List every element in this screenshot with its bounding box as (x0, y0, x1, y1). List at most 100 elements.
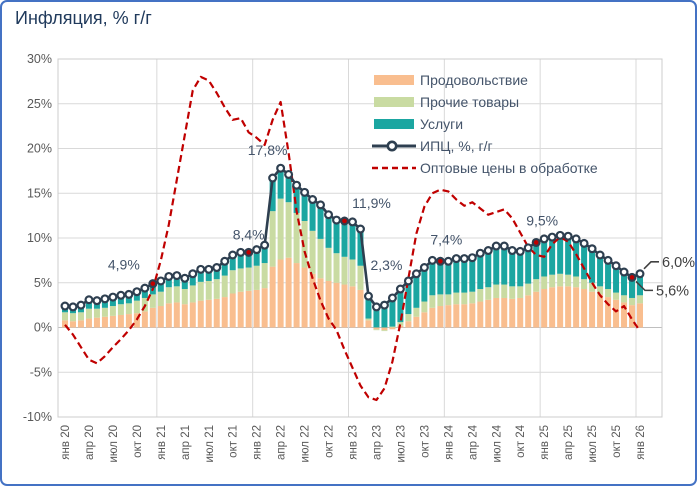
cpi-marker (355, 224, 365, 234)
cpi-marker (387, 293, 397, 303)
cpi-marker (84, 295, 94, 305)
cpi-marker (180, 273, 190, 283)
bar-services-segment (613, 265, 620, 293)
bar-services-segment (477, 253, 484, 290)
bar-food-segment (261, 288, 268, 328)
bar-services-segment (365, 296, 372, 319)
bar-services-segment (189, 273, 196, 286)
cpi-marker (348, 217, 358, 227)
cpi-marker (395, 284, 405, 294)
legend-cpi-marker-icon (386, 140, 398, 152)
x-tick-label: янв 23 (348, 425, 360, 460)
annotation-connector (643, 260, 659, 270)
bar-services-segment (205, 269, 212, 281)
bar-other-goods-segment (173, 286, 180, 303)
bar-other-goods-segment (333, 253, 340, 283)
cpi-marker (587, 244, 597, 254)
bar-other-goods-segment (365, 318, 372, 321)
bar-food-segment (525, 295, 532, 328)
cpi-marker (76, 300, 86, 310)
cpi-marker (164, 271, 174, 281)
cpi-marker (499, 241, 509, 251)
bar-services-segment (333, 220, 340, 254)
legend-label: Прочие товары (420, 94, 519, 110)
bar-food-segment (69, 321, 76, 328)
bar-other-goods-segment (213, 279, 220, 299)
bar-services-segment (381, 301, 388, 328)
cpi-marker (603, 255, 613, 265)
bar-services-segment (629, 277, 636, 298)
bar-other-goods-segment (237, 268, 244, 292)
bar-food-segment (333, 282, 340, 328)
bar-other-goods-segment (629, 297, 636, 306)
x-tick-label: янв 22 (252, 425, 264, 460)
bar-services-segment (573, 238, 580, 277)
bar-food-segment (109, 315, 116, 328)
annotation-label: 4,9% (108, 257, 140, 273)
cpi-marker (595, 250, 605, 260)
bar-services-segment (533, 242, 540, 280)
bar-other-goods-segment (189, 285, 196, 303)
bar-services-segment (565, 236, 572, 275)
bar-other-goods-segment (269, 211, 276, 267)
cpi-marker (220, 256, 230, 266)
bar-services-segment (389, 296, 396, 327)
cpi-marker-december (340, 216, 350, 226)
bar-services-segment (341, 220, 348, 257)
bar-other-goods-segment (205, 280, 212, 300)
x-tick-label: апр 24 (467, 424, 479, 460)
cpi-marker-december (531, 237, 541, 247)
bar-food-segment (357, 289, 364, 328)
x-tick-label: окт 25 (611, 425, 623, 458)
bar-services-segment (469, 257, 476, 292)
bar-services-segment (245, 252, 252, 268)
bar-services-segment (221, 261, 228, 276)
bar-other-goods-segment (397, 322, 404, 326)
cpi-marker-december (627, 272, 637, 282)
bar-other-goods-segment (541, 276, 548, 290)
x-tick-label: янв 26 (635, 425, 647, 460)
bar-other-goods-segment (301, 220, 308, 268)
bar-food-segment (197, 300, 204, 328)
cpi-marker (443, 256, 453, 266)
cpi-marker (427, 255, 437, 265)
x-tick-label: янв 25 (539, 425, 551, 460)
x-tick-label: апр 22 (276, 425, 288, 460)
cpi-marker (68, 302, 78, 312)
bar-food-segment (437, 306, 444, 328)
bar-food-segment (229, 293, 236, 328)
bar-services-segment (357, 229, 364, 266)
bar-food-segment (317, 278, 324, 328)
x-tick-label: июл 20 (108, 425, 120, 463)
cpi-marker (260, 240, 270, 250)
bar-services-segment (141, 288, 148, 298)
bar-other-goods-segment (317, 238, 324, 279)
bar-other-goods-segment (429, 295, 436, 308)
wholesale-prices-line (64, 75, 641, 402)
bar-services-segment (557, 235, 564, 274)
bar-services-segment (501, 246, 508, 285)
bar-services-segment (197, 269, 204, 282)
bar-other-goods-segment (533, 279, 540, 292)
bar-services-segment (349, 221, 356, 260)
y-tick-label: 10% (27, 231, 52, 245)
bar-other-goods-segment (197, 281, 204, 301)
bar-food-segment (125, 314, 132, 328)
bar-food-segment (93, 317, 100, 328)
cpi-marker-december (435, 256, 445, 266)
x-tick-label: янв 24 (443, 424, 455, 459)
x-tick-label: янв 21 (156, 425, 168, 460)
annotation-label: 6,0% (662, 255, 695, 271)
bar-food-segment (349, 286, 356, 328)
bar-food-segment (149, 307, 156, 328)
bar-food-segment (181, 304, 188, 328)
bar-food-segment (445, 305, 452, 328)
bar-other-goods-segment (493, 284, 500, 298)
cpi-marker (236, 247, 246, 257)
bar-other-goods-segment (261, 263, 268, 289)
annotation-label: 9,5% (526, 212, 558, 228)
x-tick-label: апр 23 (371, 425, 383, 460)
cpi-marker (419, 263, 429, 273)
